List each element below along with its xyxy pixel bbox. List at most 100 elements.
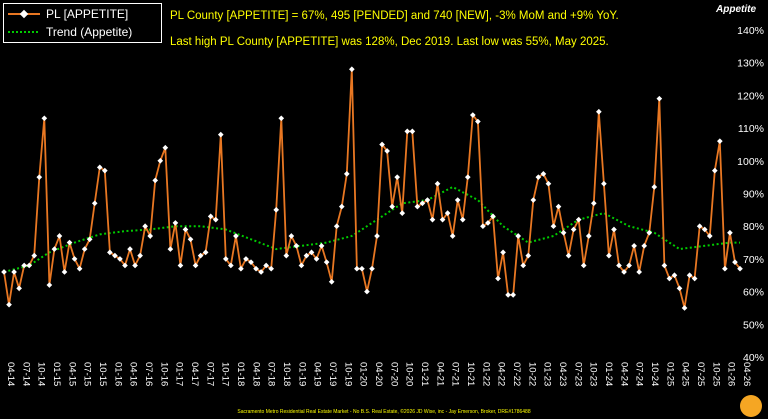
x-tick-label: 07-16 bbox=[143, 362, 154, 386]
data-point bbox=[525, 252, 532, 259]
x-tick-label: 04-26 bbox=[741, 362, 752, 386]
x-tick-label: 10-18 bbox=[281, 362, 292, 386]
x-axis: 04-14 07-14 10-14 01-15 04-15 07-15 10-15 01-16… bbox=[5, 362, 752, 386]
data-point bbox=[51, 246, 58, 252]
data-point bbox=[424, 197, 431, 203]
data-point bbox=[399, 210, 406, 216]
data-point bbox=[379, 141, 385, 148]
y-tick-label: 80% bbox=[743, 221, 764, 233]
appetite-series bbox=[1, 66, 743, 311]
data-point bbox=[464, 174, 471, 180]
data-point bbox=[41, 115, 48, 122]
data-point bbox=[540, 171, 547, 177]
data-point bbox=[480, 223, 486, 230]
data-point bbox=[706, 233, 713, 239]
data-point bbox=[666, 275, 673, 282]
data-point bbox=[91, 200, 98, 207]
data-point bbox=[222, 256, 229, 262]
data-point bbox=[490, 213, 496, 220]
x-tick-label: 07-19 bbox=[327, 362, 338, 386]
x-tick-label: 10-16 bbox=[158, 362, 169, 386]
data-point bbox=[596, 108, 602, 115]
x-tick-label: 10-19 bbox=[342, 362, 353, 386]
data-point bbox=[636, 269, 643, 275]
data-point bbox=[323, 259, 330, 265]
data-point bbox=[711, 167, 718, 174]
data-point bbox=[333, 223, 340, 230]
x-tick-label: 04-17 bbox=[189, 362, 200, 386]
data-point bbox=[162, 144, 169, 151]
data-point bbox=[560, 229, 567, 236]
y-tick-label: 120% bbox=[737, 90, 764, 102]
x-tick-label: 01-16 bbox=[112, 362, 123, 386]
data-point bbox=[61, 269, 68, 275]
data-point bbox=[71, 256, 78, 262]
x-tick-label: 10-20 bbox=[404, 362, 415, 386]
data-point bbox=[661, 262, 668, 269]
data-point bbox=[117, 256, 123, 262]
data-point bbox=[182, 226, 189, 233]
legend-line-marker-icon bbox=[8, 9, 40, 19]
data-point bbox=[717, 138, 723, 145]
data-point bbox=[318, 242, 325, 249]
trend-series bbox=[3, 185, 740, 273]
y-tick-label: 40% bbox=[743, 352, 764, 364]
data-point bbox=[580, 262, 587, 269]
data-point bbox=[646, 229, 653, 236]
x-tick-label: 04-23 bbox=[557, 362, 568, 386]
data-point bbox=[359, 265, 365, 272]
data-point bbox=[56, 233, 63, 239]
data-point bbox=[737, 265, 743, 272]
data-point bbox=[429, 216, 436, 223]
data-point bbox=[36, 174, 43, 180]
data-point bbox=[253, 265, 259, 272]
data-point bbox=[354, 265, 360, 272]
data-point bbox=[76, 265, 83, 272]
x-tick-label: 07-17 bbox=[204, 362, 215, 386]
data-point bbox=[691, 275, 698, 282]
data-point bbox=[621, 269, 627, 275]
data-point bbox=[263, 262, 269, 269]
data-point bbox=[268, 265, 275, 272]
data-point bbox=[394, 174, 401, 180]
data-point bbox=[601, 180, 607, 187]
data-point bbox=[722, 265, 728, 272]
data-point bbox=[132, 262, 138, 269]
data-point bbox=[112, 252, 118, 259]
data-point bbox=[374, 233, 380, 239]
data-point bbox=[192, 262, 199, 269]
x-tick-label: 04-16 bbox=[128, 362, 139, 386]
data-point bbox=[202, 249, 209, 256]
data-point bbox=[248, 259, 254, 265]
data-point bbox=[217, 131, 224, 138]
data-point bbox=[454, 197, 461, 203]
data-point bbox=[308, 249, 315, 256]
data-point bbox=[469, 112, 476, 118]
data-point bbox=[520, 262, 527, 269]
data-point bbox=[228, 262, 234, 269]
x-tick-label: 07-20 bbox=[388, 362, 399, 386]
x-tick-label: 10-22 bbox=[526, 362, 537, 386]
data-point bbox=[535, 174, 542, 180]
x-tick-label: 07-24 bbox=[634, 362, 645, 386]
data-point bbox=[293, 242, 300, 249]
y-tick-label: 90% bbox=[743, 189, 764, 201]
data-point bbox=[606, 252, 612, 259]
x-tick-label: 10-23 bbox=[588, 362, 599, 386]
data-point bbox=[283, 252, 290, 259]
data-point bbox=[727, 229, 733, 236]
data-point bbox=[575, 216, 582, 223]
brand-logo-icon bbox=[740, 395, 762, 417]
data-point bbox=[212, 216, 219, 223]
data-point bbox=[444, 210, 451, 216]
legend: PL [APPETITE] Trend (Appetite) bbox=[3, 3, 162, 43]
data-point bbox=[207, 213, 214, 220]
data-point bbox=[626, 262, 632, 269]
data-point bbox=[505, 292, 511, 298]
x-tick-label: 10-24 bbox=[649, 362, 660, 386]
data-point bbox=[233, 233, 239, 239]
data-point bbox=[616, 262, 622, 269]
data-point bbox=[11, 269, 17, 275]
data-point bbox=[107, 249, 113, 256]
data-point bbox=[313, 256, 320, 262]
